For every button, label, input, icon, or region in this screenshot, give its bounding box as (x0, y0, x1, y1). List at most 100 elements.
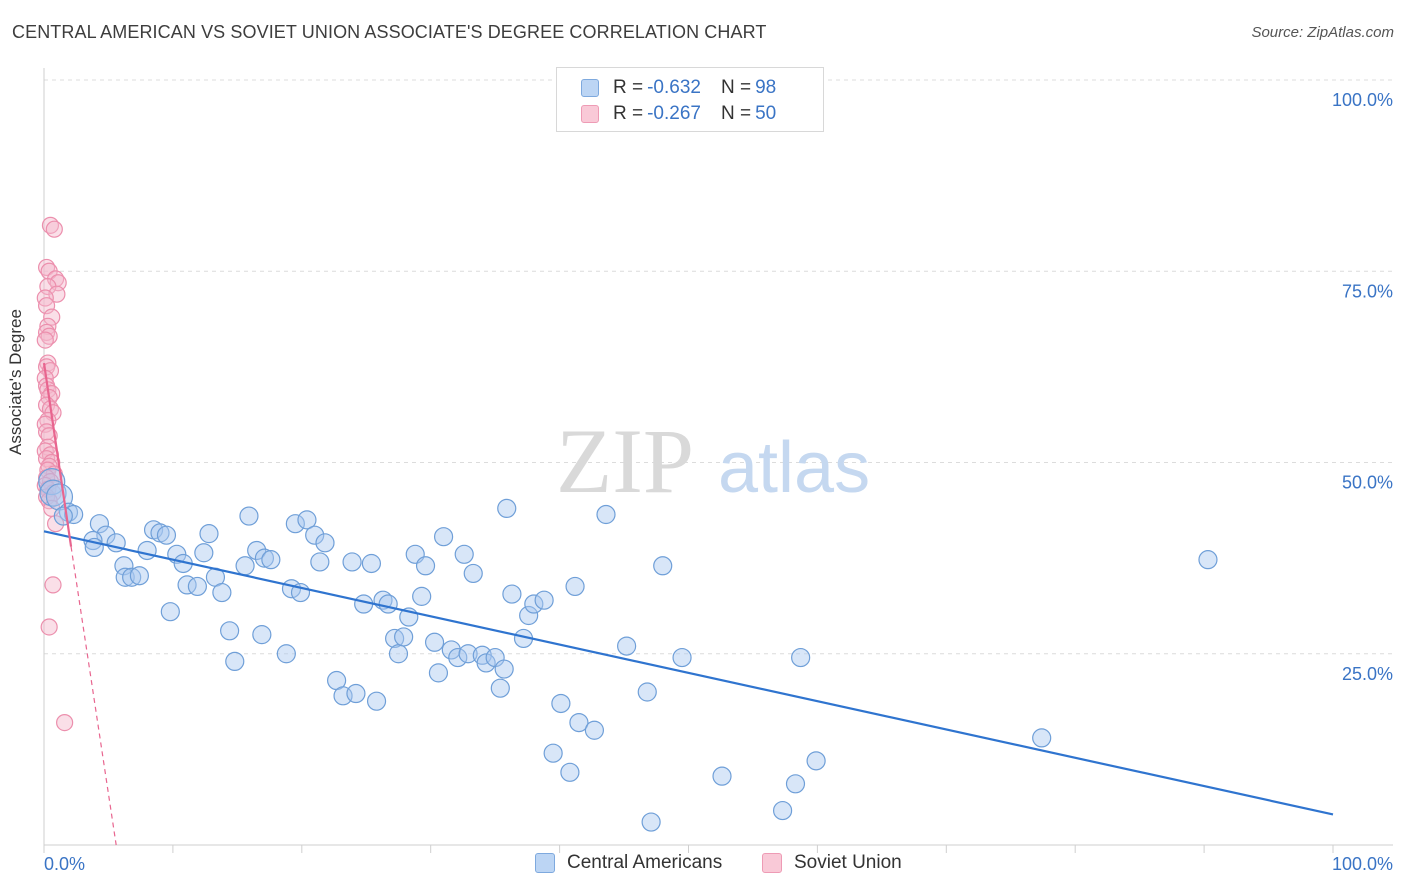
legend-swatch-blue (581, 79, 599, 97)
central-americans-point (247, 540, 267, 561)
soviet-union-trend-extension (70, 546, 117, 846)
central-americans-point (89, 514, 110, 534)
central-americans-point (194, 543, 214, 563)
central-americans-point (560, 762, 580, 782)
central-americans-point (428, 663, 449, 683)
soviet-union-trend-line (42, 362, 73, 547)
bottom-legend-central-americans: Central Americans (535, 852, 722, 874)
central-americans-point (641, 812, 661, 832)
soviet-union-point (40, 618, 58, 636)
watermark-zip: ZIP (556, 410, 694, 512)
central-americans-point (584, 720, 605, 740)
central-americans-point (502, 584, 522, 604)
central-americans-point (366, 691, 387, 711)
central-americans-point (1032, 728, 1052, 748)
central-americans-point (254, 548, 275, 568)
chart-title: CENTRAL AMERICAN VS SOVIET UNION ASSOCIA… (12, 22, 767, 42)
central-americans-point (672, 647, 692, 668)
legend-n-label: N = (720, 77, 752, 98)
central-americans-point (220, 621, 240, 641)
x-tick-label: 100.0% (1332, 854, 1393, 874)
bottom-legend-label: Soviet Union (794, 852, 902, 873)
y-axis-label: Associate's Degree (6, 309, 25, 455)
central-americans-point (785, 774, 806, 794)
central-americans-points (38, 468, 1218, 832)
legend-r-label: R = (613, 77, 644, 98)
central-americans-point (394, 627, 414, 647)
central-americans-point (310, 552, 330, 572)
central-americans-point (412, 586, 432, 606)
central-americans-point (565, 576, 585, 597)
central-americans-point (424, 632, 445, 652)
trend-lines (42, 362, 1334, 846)
central-americans-point (156, 525, 177, 545)
legend-row-soviet-union: R = -0.267 N = 50 (581, 102, 776, 126)
soviet-union-point (56, 713, 74, 732)
central-americans-point (305, 525, 325, 545)
central-americans-point (235, 556, 255, 576)
central-americans-point (653, 556, 673, 576)
tick-labels: 100.0% 75.0% 50.0% 25.0% 0.0% 100.0% (44, 90, 1393, 874)
central-americans-point (494, 659, 514, 679)
legend-r-label: R = (613, 103, 644, 124)
central-americans-point (458, 644, 478, 664)
central-americans-point (476, 653, 496, 673)
central-americans-point (791, 647, 811, 668)
central-americans-point (543, 743, 563, 763)
legend-r-value: -0.267 (647, 103, 701, 124)
axis-layer (43, 68, 1393, 853)
legend-n-label: N = (720, 103, 752, 124)
central-americans-point (212, 582, 232, 603)
central-americans-point (463, 563, 483, 584)
central-americans-point (187, 576, 207, 597)
central-americans-point (160, 602, 180, 622)
legend-n-value: 50 (755, 103, 777, 124)
watermark: ZIP atlas (556, 410, 870, 512)
central-americans-point (806, 751, 826, 771)
central-americans-point (415, 556, 436, 576)
central-americans-point (346, 683, 366, 704)
central-americans-point (297, 510, 317, 530)
source-label: Source: ZipAtlas.com (1251, 24, 1394, 41)
central-americans-point (129, 566, 149, 586)
soviet-union-points (36, 216, 74, 732)
central-americans-point (617, 636, 637, 656)
central-americans-point (490, 678, 510, 698)
central-americans-point (285, 514, 305, 534)
soviet-union-point (44, 576, 62, 594)
y-tick-label: 100.0% (1332, 90, 1393, 110)
central-americans-point (637, 682, 657, 702)
legend: R = -0.632 N = 98 R = -0.267 N = 50 (556, 67, 824, 132)
central-americans-point (199, 524, 219, 544)
central-americans-point (64, 504, 84, 525)
central-americans-point (524, 594, 544, 614)
central-americans-point (342, 552, 362, 572)
central-americans-point (38, 468, 66, 496)
central-americans-point (772, 800, 793, 821)
bottom-legend-label: Central Americans (567, 852, 723, 873)
central-americans-point (177, 575, 197, 595)
central-americans-point (378, 594, 398, 614)
bottom-legend: Central Americans Soviet Union (0, 852, 1406, 876)
central-americans-point (115, 567, 135, 587)
y-tick-label: 50.0% (1342, 473, 1393, 493)
soviet-union-point (36, 331, 54, 349)
y-tick-label: 25.0% (1342, 664, 1393, 684)
central-americans-point (497, 498, 517, 518)
central-americans-point (454, 544, 474, 564)
bottom-legend-swatch-blue (535, 853, 555, 873)
bottom-legend-soviet-union: Soviet Union (762, 852, 902, 874)
central-americans-point (448, 647, 468, 668)
central-americans-point (53, 506, 73, 526)
central-americans-point (534, 590, 554, 610)
watermark-atlas: atlas (718, 428, 870, 508)
legend-row-central-americans: R = -0.632 N = 98 (581, 76, 776, 100)
central-americans-point (276, 644, 296, 664)
central-americans-point (569, 712, 589, 733)
central-americans-point (433, 527, 454, 547)
soviet-union-point (45, 220, 63, 238)
central-americans-trend-line (43, 530, 1334, 816)
central-americans-point (388, 644, 409, 664)
legend-swatch-pink (581, 105, 599, 123)
